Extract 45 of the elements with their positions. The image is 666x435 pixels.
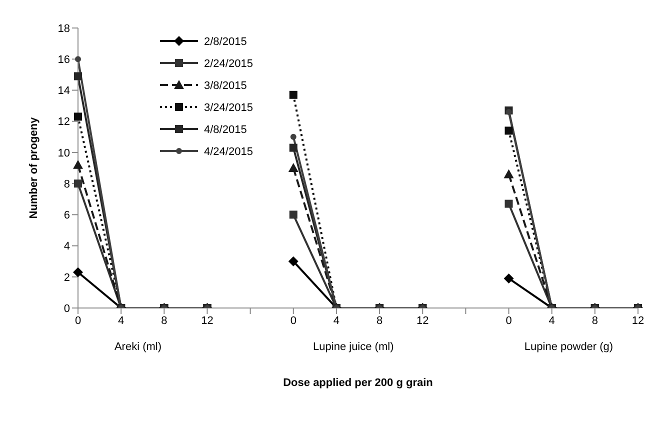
point [288,163,298,172]
point [288,256,298,266]
x-axis-title: Dose applied per 200 g grain [283,377,434,389]
legend-label: 3/8/2015 [204,80,247,92]
x-tick-label: 4 [548,314,555,327]
x-tick-label: 0 [290,314,296,327]
point [73,267,83,278]
point [289,144,298,152]
y-tick-label: 6 [64,210,70,222]
x-tick-label: 8 [161,314,168,327]
point [504,169,514,178]
x-tick-label: 12 [201,314,214,327]
legend-label: 2/24/2015 [204,58,253,70]
x-tick-label: 4 [333,314,340,327]
text: Areki (ml) [114,341,162,353]
text: Lupine powder (g) [524,341,614,353]
y-tick-label: 2 [64,272,70,284]
legend-label: 4/8/2015 [204,124,247,136]
x-tick-label: 0 [74,314,82,327]
y-tick-label: 8 [64,178,70,190]
y-tick-label: 18 [58,22,70,35]
legend-label: 2/8/2015 [204,36,247,48]
x-tick-label: 12 [416,314,429,327]
x-tick-label: 4 [118,314,124,327]
point [289,90,298,99]
x-tick-label: 0 [506,314,512,327]
y-tick-label: 10 [58,147,70,160]
y-axis-title: Number of progeny [28,116,40,219]
point [504,273,514,284]
text: Lupine juice (ml) [313,341,394,353]
point [74,72,82,80]
y-tick-label: 14 [58,85,70,98]
legend-label: 3/24/2015 [204,102,253,114]
point [73,160,83,169]
x-tick-label: 12 [632,314,644,327]
legend-label: 4/24/2015 [204,146,253,158]
point [504,126,513,135]
point [74,112,82,121]
point [74,180,82,188]
y-tick-label: 16 [58,54,70,66]
y-tick-label: 4 [64,240,70,253]
x-tick-label: 8 [592,314,598,327]
x-tick-label: 8 [376,314,383,327]
y-tick-label: 12 [58,116,70,128]
y-tick-label: 0 [64,302,70,315]
